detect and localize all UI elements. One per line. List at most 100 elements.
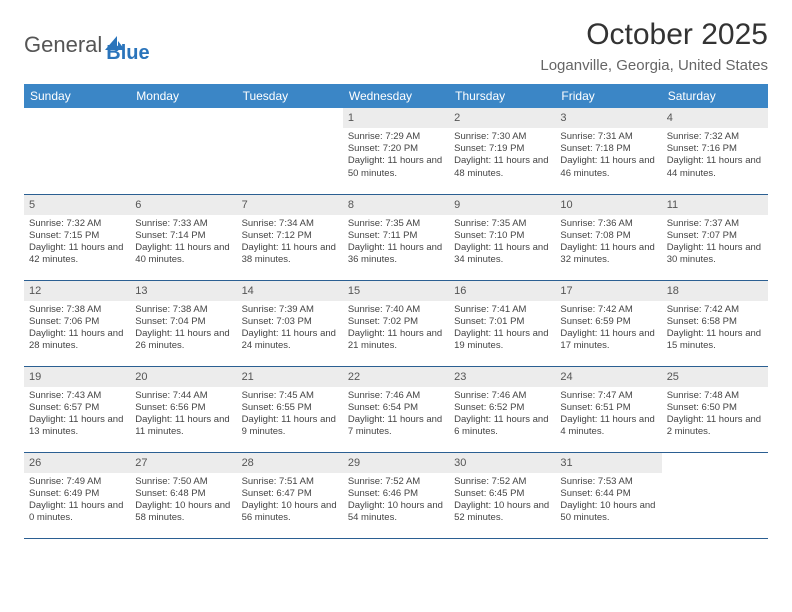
- day-info: Sunrise: 7:43 AMSunset: 6:57 PMDaylight:…: [28, 390, 126, 439]
- daylight-line: Daylight: 11 hours and 32 minutes.: [560, 242, 656, 266]
- day-info: Sunrise: 7:36 AMSunset: 7:08 PMDaylight:…: [559, 218, 657, 267]
- sunset-line: Sunset: 6:51 PM: [560, 402, 656, 414]
- calendar-day-cell: 14 Sunrise: 7:39 AMSunset: 7:03 PMDayligh…: [237, 280, 343, 366]
- calendar-day-cell: 3 Sunrise: 7:31 AMSunset: 7:18 PMDaylight…: [555, 108, 661, 194]
- weekday-header: Thursday: [449, 84, 555, 108]
- day-info: Sunrise: 7:53 AMSunset: 6:44 PMDaylight:…: [559, 476, 657, 525]
- calendar-day-cell: 8 Sunrise: 7:35 AMSunset: 7:11 PMDaylight…: [343, 194, 449, 280]
- day-info: Sunrise: 7:34 AMSunset: 7:12 PMDaylight:…: [241, 218, 339, 267]
- day-number: 11: [662, 195, 768, 215]
- sunrise-line: Sunrise: 7:38 AM: [135, 304, 231, 316]
- day-number: 1: [343, 108, 449, 128]
- day-number: 18: [662, 281, 768, 301]
- sunset-line: Sunset: 7:11 PM: [348, 230, 444, 242]
- day-number: 27: [130, 453, 236, 473]
- daylight-line: Daylight: 11 hours and 15 minutes.: [667, 328, 763, 352]
- calendar-table: SundayMondayTuesdayWednesdayThursdayFrid…: [24, 84, 768, 539]
- daylight-line: Daylight: 11 hours and 42 minutes.: [29, 242, 125, 266]
- sunset-line: Sunset: 7:19 PM: [454, 143, 550, 155]
- daylight-line: Daylight: 11 hours and 34 minutes.: [454, 242, 550, 266]
- calendar-week-row: 1Sunrise: 7:29 AMSunset: 7:20 PMDaylight…: [24, 108, 768, 194]
- logo-word-blue: Blue: [106, 24, 149, 65]
- day-number: 24: [555, 367, 661, 387]
- sunrise-line: Sunrise: 7:39 AM: [242, 304, 338, 316]
- sunrise-line: Sunrise: 7:32 AM: [29, 218, 125, 230]
- weekday-header: Sunday: [24, 84, 130, 108]
- sunrise-line: Sunrise: 7:52 AM: [348, 476, 444, 488]
- day-info: Sunrise: 7:35 AMSunset: 7:11 PMDaylight:…: [347, 218, 445, 267]
- sunset-line: Sunset: 7:20 PM: [348, 143, 444, 155]
- sunset-line: Sunset: 7:04 PM: [135, 316, 231, 328]
- day-number: 15: [343, 281, 449, 301]
- day-number: 7: [237, 195, 343, 215]
- calendar-day-cell: 29 Sunrise: 7:52 AMSunset: 6:46 PMDayligh…: [343, 452, 449, 538]
- calendar-day-cell: 12Sunrise: 7:38 AMSunset: 7:06 PMDayligh…: [24, 280, 130, 366]
- calendar-day-cell: 30Sunrise: 7:52 AMSunset: 6:45 PMDayligh…: [449, 452, 555, 538]
- sunset-line: Sunset: 7:14 PM: [135, 230, 231, 242]
- sunset-line: Sunset: 7:12 PM: [242, 230, 338, 242]
- calendar-day-cell: 17Sunrise: 7:42 AMSunset: 6:59 PMDayligh…: [555, 280, 661, 366]
- day-number: 31: [555, 453, 661, 473]
- sunset-line: Sunset: 6:59 PM: [560, 316, 656, 328]
- sunset-line: Sunset: 6:58 PM: [667, 316, 763, 328]
- day-info: Sunrise: 7:40 AMSunset: 7:02 PMDaylight:…: [347, 304, 445, 353]
- sunrise-line: Sunrise: 7:31 AM: [560, 131, 656, 143]
- sunrise-line: Sunrise: 7:53 AM: [560, 476, 656, 488]
- day-info: Sunrise: 7:39 AMSunset: 7:03 PMDaylight:…: [241, 304, 339, 353]
- day-info: Sunrise: 7:41 AMSunset: 7:01 PMDaylight:…: [453, 304, 551, 353]
- day-number: 25: [662, 367, 768, 387]
- sunrise-line: Sunrise: 7:50 AM: [135, 476, 231, 488]
- daylight-line: Daylight: 11 hours and 17 minutes.: [560, 328, 656, 352]
- daylight-line: Daylight: 11 hours and 4 minutes.: [560, 414, 656, 438]
- calendar-day-cell: 24 Sunrise: 7:47 AMSunset: 6:51 PMDayligh…: [555, 366, 661, 452]
- location-text: Loganville, Georgia, United States: [540, 57, 768, 74]
- daylight-line: Daylight: 11 hours and 48 minutes.: [454, 155, 550, 179]
- calendar-day-cell: 1 Sunrise: 7:29 AMSunset: 7:20 PMDaylight…: [343, 108, 449, 194]
- day-number: 12: [24, 281, 130, 301]
- sunrise-line: Sunrise: 7:47 AM: [560, 390, 656, 402]
- day-number: 14: [237, 281, 343, 301]
- sunrise-line: Sunrise: 7:32 AM: [667, 131, 763, 143]
- calendar-day-cell: 10Sunrise: 7:36 AMSunset: 7:08 PMDayligh…: [555, 194, 661, 280]
- daylight-line: Daylight: 10 hours and 54 minutes.: [348, 500, 444, 524]
- daylight-line: Daylight: 11 hours and 50 minutes.: [348, 155, 444, 179]
- day-number: 22: [343, 367, 449, 387]
- day-number: 8: [343, 195, 449, 215]
- weekday-header: Friday: [555, 84, 661, 108]
- calendar-week-row: 26Sunrise: 7:49 AMSunset: 6:49 PMDayligh…: [24, 452, 768, 538]
- day-number: 2: [449, 108, 555, 128]
- sunrise-line: Sunrise: 7:36 AM: [560, 218, 656, 230]
- day-number: 29: [343, 453, 449, 473]
- calendar-day-cell: 27Sunrise: 7:50 AMSunset: 6:48 PMDayligh…: [130, 452, 236, 538]
- day-number: 16: [449, 281, 555, 301]
- sunrise-line: Sunrise: 7:38 AM: [29, 304, 125, 316]
- day-number: 3: [555, 108, 661, 128]
- sunset-line: Sunset: 6:56 PM: [135, 402, 231, 414]
- weekday-header: Monday: [130, 84, 236, 108]
- calendar-day-cell: [24, 108, 130, 194]
- day-info: Sunrise: 7:52 AMSunset: 6:46 PMDaylight:…: [347, 476, 445, 525]
- calendar-day-cell: 18Sunrise: 7:42 AMSunset: 6:58 PMDayligh…: [662, 280, 768, 366]
- sunrise-line: Sunrise: 7:43 AM: [29, 390, 125, 402]
- calendar-page: General Blue October 2025 Loganville, Ge…: [0, 0, 792, 551]
- sunrise-line: Sunrise: 7:29 AM: [348, 131, 444, 143]
- sunset-line: Sunset: 6:49 PM: [29, 488, 125, 500]
- sunset-line: Sunset: 6:48 PM: [135, 488, 231, 500]
- day-info: Sunrise: 7:45 AMSunset: 6:55 PMDaylight:…: [241, 390, 339, 439]
- daylight-line: Daylight: 11 hours and 46 minutes.: [560, 155, 656, 179]
- day-info: Sunrise: 7:38 AMSunset: 7:04 PMDaylight:…: [134, 304, 232, 353]
- weekday-header: Saturday: [662, 84, 768, 108]
- day-info: Sunrise: 7:33 AMSunset: 7:14 PMDaylight:…: [134, 218, 232, 267]
- sunrise-line: Sunrise: 7:30 AM: [454, 131, 550, 143]
- calendar-day-cell: 19Sunrise: 7:43 AMSunset: 6:57 PMDayligh…: [24, 366, 130, 452]
- sunrise-line: Sunrise: 7:34 AM: [242, 218, 338, 230]
- daylight-line: Daylight: 11 hours and 28 minutes.: [29, 328, 125, 352]
- day-number: 26: [24, 453, 130, 473]
- calendar-header-row: SundayMondayTuesdayWednesdayThursdayFrid…: [24, 84, 768, 108]
- sunrise-line: Sunrise: 7:46 AM: [348, 390, 444, 402]
- day-info: Sunrise: 7:46 AMSunset: 6:52 PMDaylight:…: [453, 390, 551, 439]
- day-number: 13: [130, 281, 236, 301]
- day-number: 23: [449, 367, 555, 387]
- day-info: Sunrise: 7:31 AMSunset: 7:18 PMDaylight:…: [559, 131, 657, 180]
- sunset-line: Sunset: 6:55 PM: [242, 402, 338, 414]
